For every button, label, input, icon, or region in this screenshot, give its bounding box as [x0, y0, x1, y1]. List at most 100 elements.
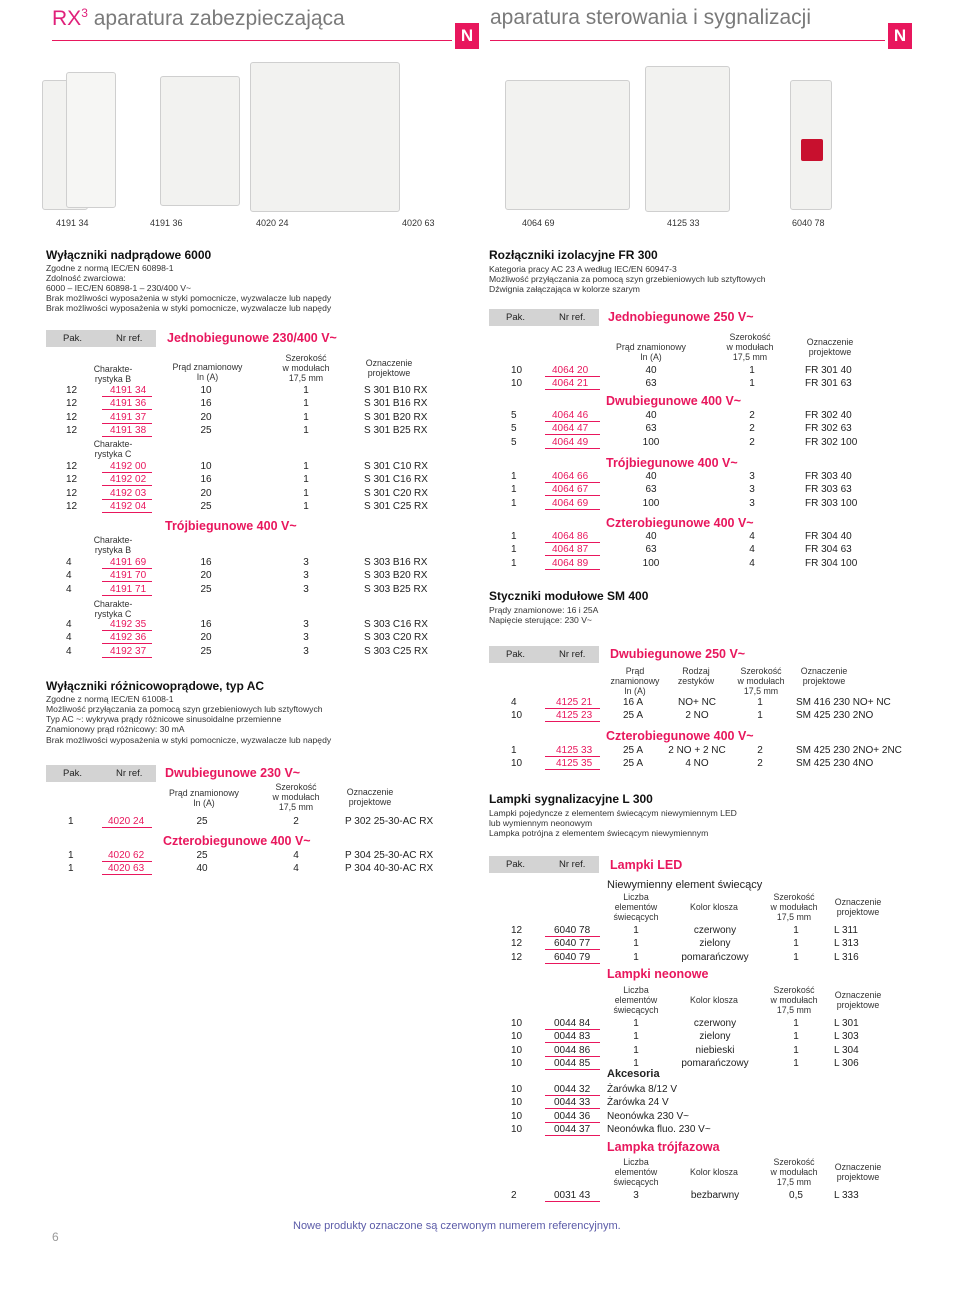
pack-cell: 12 [511, 925, 523, 936]
table-row: 1 4020 24 25 2 P 302 25-30-AC RX [0, 815, 960, 828]
width-cell: 4 [749, 544, 755, 556]
pack-cell: 4 [66, 583, 72, 595]
pack-cell: 12 [66, 501, 78, 513]
width-cell: 1 [749, 365, 755, 376]
width-cell: 1 [303, 411, 309, 423]
design-cell: S 301 B10 RX [364, 385, 428, 396]
width-cell: 3 [303, 632, 309, 644]
design-cell: S 301 C20 RX [364, 487, 428, 499]
col-header-char-c: Charakte- rystyka C [93, 599, 133, 619]
pack-cell: 4 [66, 619, 72, 630]
ref-cell: 4064 86 [552, 531, 589, 542]
right-page-title: aparatura sterowania i sygnalizacji [490, 6, 811, 29]
current-cell: 63 [645, 423, 657, 435]
ref-underline [545, 568, 600, 570]
pack-cell: 1 [511, 484, 517, 496]
width-cell: 0,5 [789, 1190, 803, 1201]
design-cell: SM 425 230 4NO [796, 758, 874, 770]
color-cell: pomarańczowy [681, 951, 749, 963]
design-cell: L 333 [834, 1190, 859, 1201]
header-rule-right [490, 40, 885, 41]
table-row: 12 6040 77 1 zielony 1 L 313 [0, 937, 960, 950]
table-row: 10 0044 84 1 czerwony 1 L 301 [0, 1017, 960, 1030]
current-cell: 20 [200, 487, 212, 499]
section-desc: Napięcie sterujące: 230 V~ [489, 615, 592, 625]
ref-underline [102, 643, 152, 645]
table-row: 5 4064 47 63 2 FR 302 63 [0, 422, 960, 435]
ref-cell: 0044 85 [554, 1058, 591, 1070]
product-image-rcd-4p [250, 62, 400, 212]
ref-underline [102, 498, 152, 500]
current-cell: 25 [200, 645, 212, 657]
design-cell: S 301 C25 RX [364, 501, 428, 513]
count-cell: 1 [633, 1058, 639, 1070]
subheading-fr-1p: Jednobiegunowe 250 V~ [608, 310, 754, 324]
width-cell: 1 [303, 385, 309, 396]
width-cell: 1 [793, 1044, 799, 1056]
table-row: 4 4125 21 16 A NO+ NC 1 SM 416 230 NO+ NC [0, 696, 960, 709]
table-row: 12 4191 38 25 1 S 301 B25 RX [0, 424, 960, 437]
color-cell: zielony [699, 938, 731, 950]
ref-cell: 0044 86 [554, 1044, 591, 1056]
ref-underline [102, 581, 152, 583]
ref-underline [102, 656, 152, 658]
subheading-2p: Dwubiegunowe 230 V~ [165, 766, 301, 780]
design-cell: FR 301 40 [805, 365, 852, 376]
pack-cell: 1 [511, 544, 517, 556]
current-cell: 10 [200, 385, 212, 396]
new-badge-left: N [455, 23, 479, 49]
width-cell: 3 [749, 497, 755, 509]
design-cell: L 311 [834, 925, 858, 936]
photo-label: 4064 69 [522, 218, 555, 228]
ref-underline [545, 1201, 600, 1202]
pack-cell: 4 [511, 697, 517, 708]
table-row: 12 6040 78 1 czerwony 1 L 311 [0, 924, 960, 937]
subheading-accessories: Akcesoria [607, 1068, 660, 1080]
ref-underline [102, 512, 152, 514]
pack-cell: 10 [511, 1031, 523, 1043]
current-cell: 63 [645, 378, 657, 390]
ref-underline [102, 630, 152, 631]
current-cell: 25 A [622, 745, 644, 756]
ref-cell: 0044 37 [554, 1124, 591, 1136]
width-cell: 1 [303, 474, 309, 486]
design-cell: L 316 [834, 951, 859, 963]
table-row: 10 4125 23 25 A 2 NO 1 SM 425 230 2NO [0, 709, 960, 722]
pack-cell: 4 [66, 557, 72, 568]
table-row: 12 4192 03 20 1 S 301 C20 RX [0, 487, 960, 500]
new-badge-right: N [888, 23, 912, 49]
section-title-mcb: Wyłączniki nadprądowe 6000 [46, 248, 212, 262]
subheading-sm-4p: Czterobiegunowe 400 V~ [606, 729, 754, 743]
width-cell: 3 [749, 471, 755, 482]
col-header-width: Szerokość w modułach 17,5 mm [770, 985, 818, 1015]
width-cell: 3 [303, 645, 309, 657]
accessory-name-cell: Neonówka fluo. 230 V~ [607, 1124, 711, 1136]
ref-underline [545, 756, 600, 757]
ref-cell: 4192 03 [110, 487, 147, 499]
red-lamp-lens [801, 139, 823, 161]
design-cell: L 313 [834, 938, 859, 950]
ref-underline [102, 827, 152, 828]
table-row: 12 4191 36 16 1 S 301 B16 RX [0, 397, 960, 410]
current-cell: 40 [196, 863, 208, 875]
ref-cell: 4191 70 [110, 570, 147, 582]
product-image-contactor [645, 66, 730, 212]
design-cell: FR 304 63 [805, 544, 852, 556]
design-cell: L 304 [834, 1044, 859, 1056]
col-header-char-c: Charakte- rystyka C [93, 439, 133, 459]
product-image-switch-disconnector [505, 80, 630, 210]
pack-cell: 4 [66, 570, 72, 582]
current-cell: 25 A [622, 758, 644, 770]
table-header-bar: Pak. Nr ref. [46, 765, 156, 782]
section-title-sm400: Styczniki modułowe SM 400 [489, 589, 649, 603]
ref-underline [102, 861, 152, 862]
contacts-cell: NO+ NC [677, 697, 717, 708]
accessory-name-cell: Neonówka 230 V~ [607, 1110, 690, 1122]
current-cell: 40 [645, 365, 657, 376]
photo-label: 4191 34 [56, 218, 89, 228]
section-desc: Typ AC ~: wykrywa prądy różnicowe sinuso… [46, 714, 282, 724]
pack-cell: 10 [511, 1084, 523, 1095]
col-header-current: Prąd znamionowy In (A) [610, 666, 660, 696]
ref-underline [545, 1135, 600, 1137]
width-cell: 2 [757, 758, 763, 770]
